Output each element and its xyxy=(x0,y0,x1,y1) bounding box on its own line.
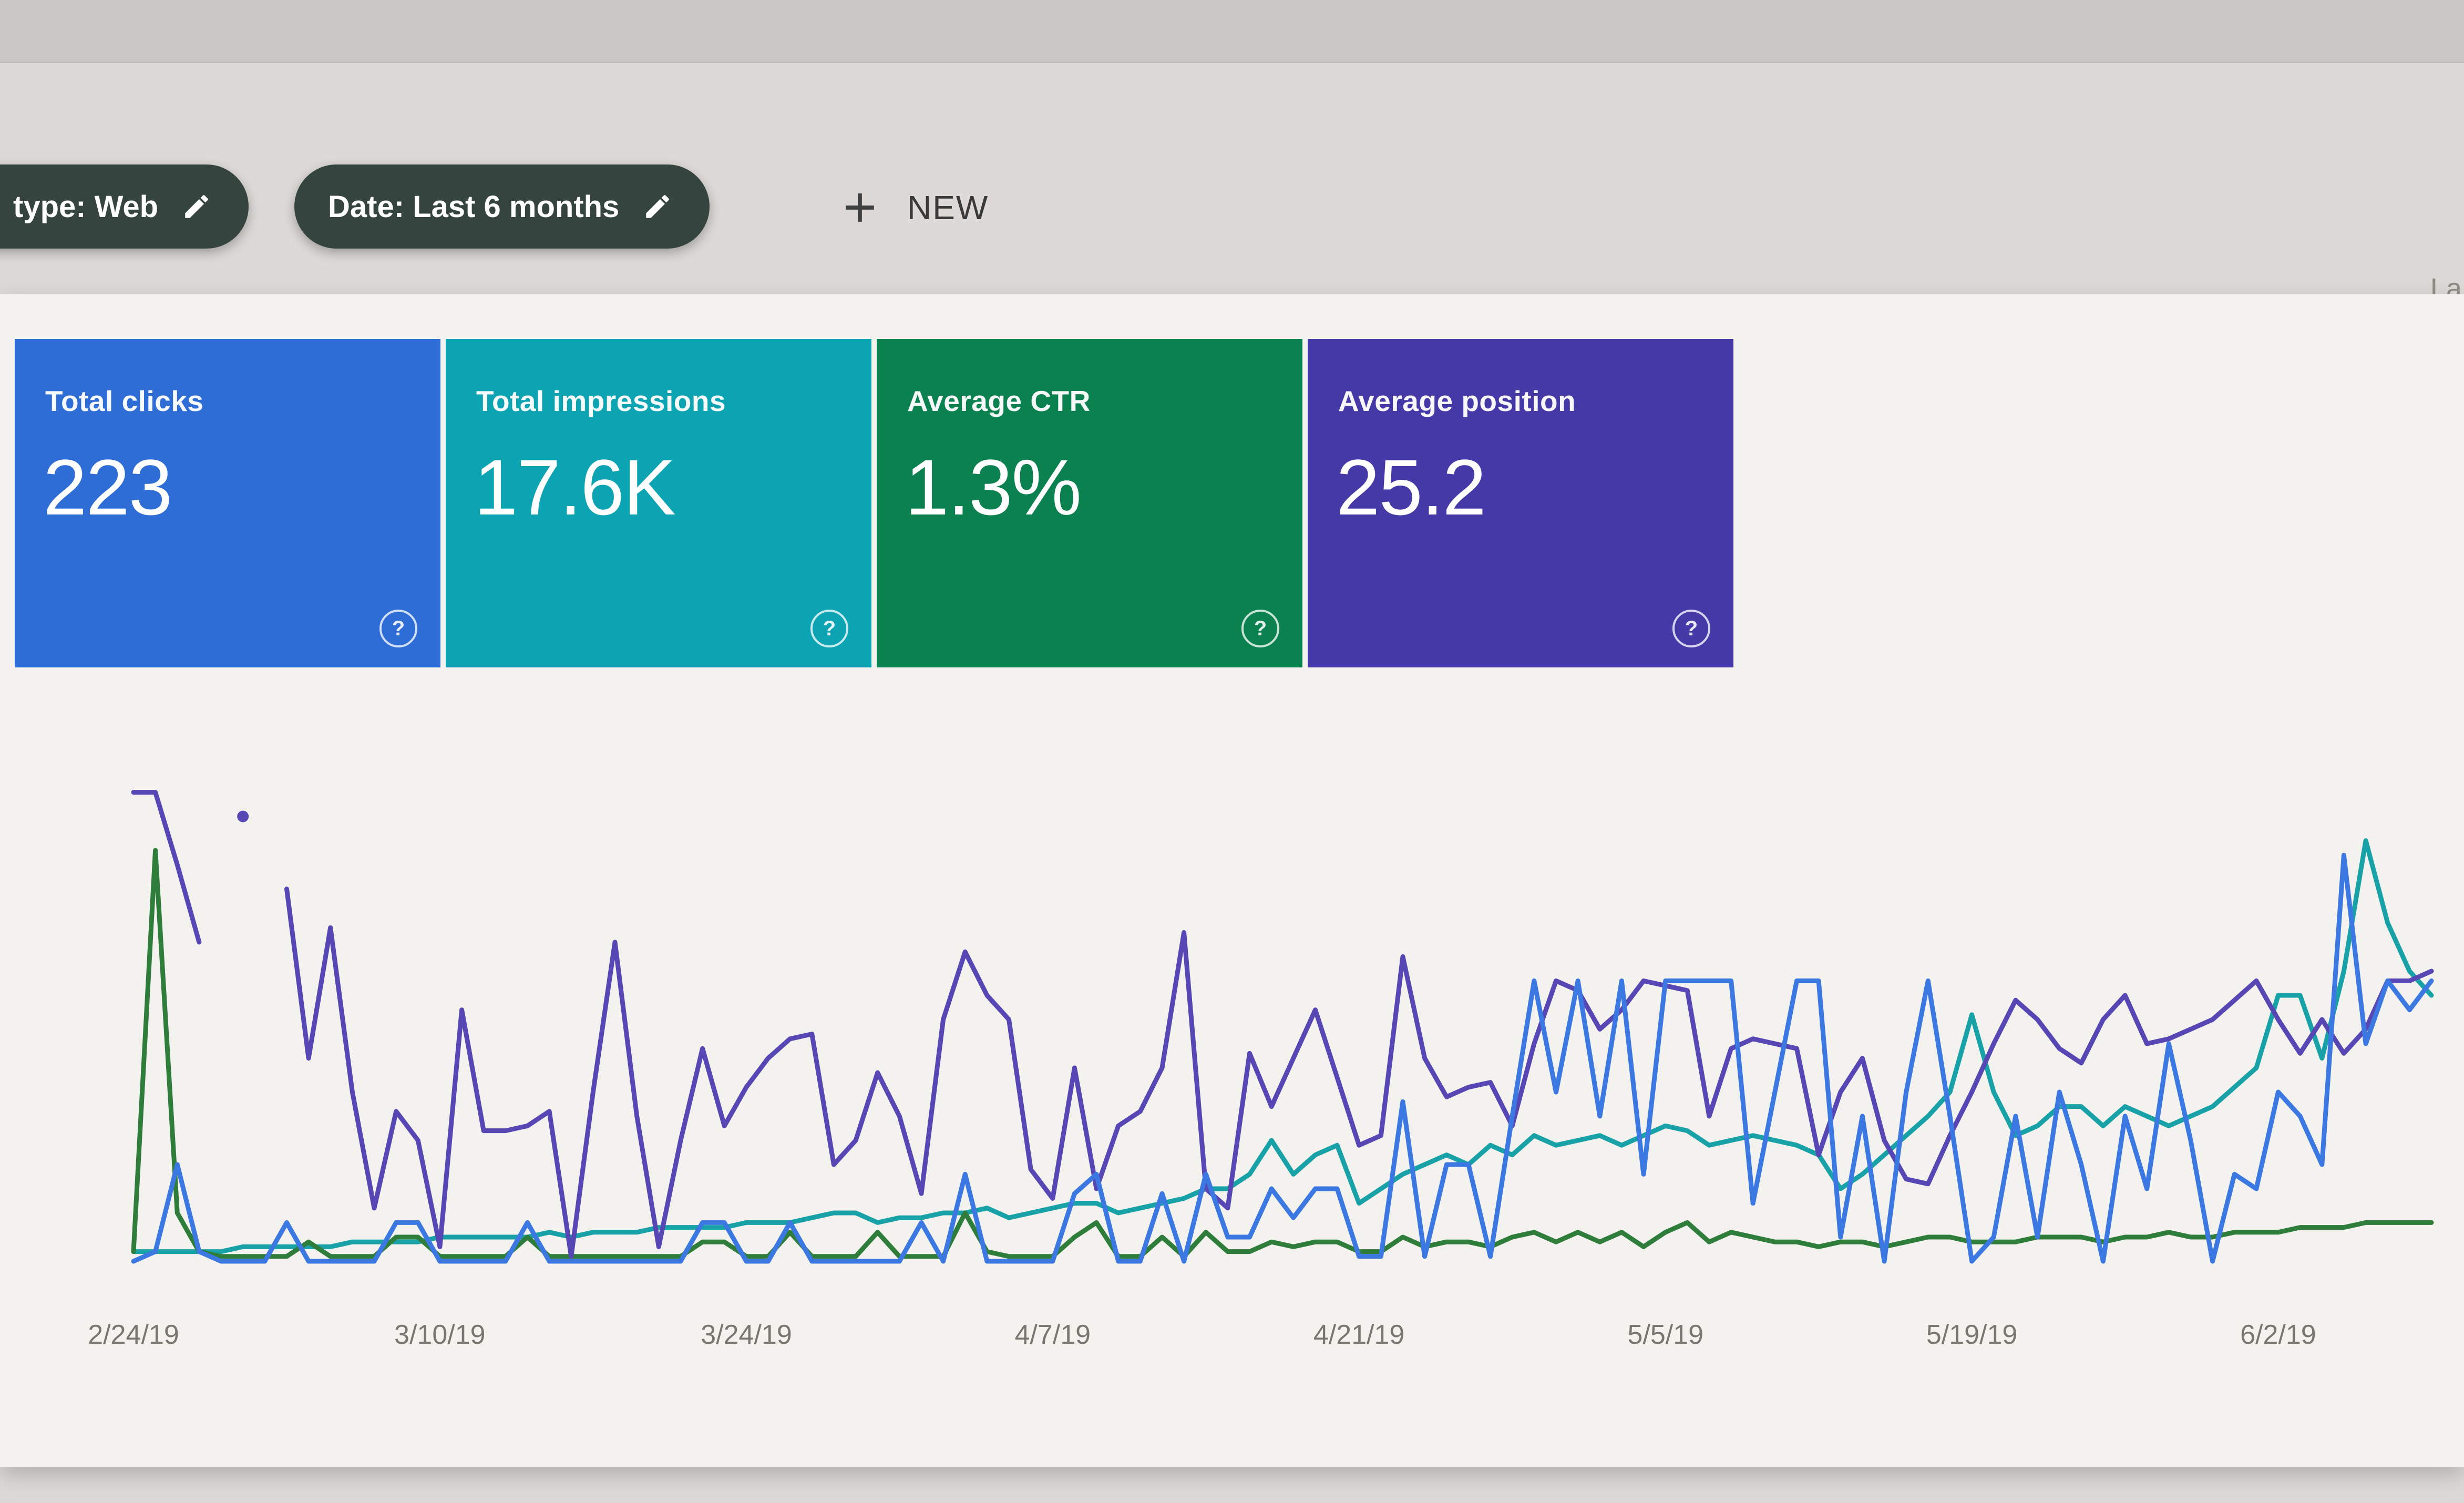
x-tick-label: 5/19/19 xyxy=(1926,1320,2018,1350)
card-value: 25.2 xyxy=(1336,443,1486,531)
x-tick-label: 4/7/19 xyxy=(1014,1320,1091,1350)
top-band xyxy=(0,0,2464,63)
card-total-clicks[interactable]: Total clicks 223 ? xyxy=(15,339,440,667)
series-point-position xyxy=(237,810,249,822)
card-average-ctr[interactable]: Average CTR 1.3% ? xyxy=(877,339,1302,667)
x-tick-label: 6/2/19 xyxy=(2240,1320,2316,1350)
card-value: 223 xyxy=(43,443,172,531)
x-tick-label: 3/10/19 xyxy=(394,1320,486,1350)
card-value: 1.3% xyxy=(905,443,1082,531)
filter-chip-date-label: Date: Last 6 months xyxy=(328,189,620,224)
help-icon[interactable]: ? xyxy=(1241,610,1279,647)
help-icon[interactable]: ? xyxy=(810,610,848,647)
card-label: Total impressions xyxy=(476,385,726,417)
performance-chart[interactable] xyxy=(126,762,2439,1277)
filter-chip-search-type-label: type: Web xyxy=(13,189,159,224)
x-tick-label: 2/24/19 xyxy=(88,1320,179,1350)
card-label: Average CTR xyxy=(907,385,1091,417)
filter-chip-search-type[interactable]: type: Web xyxy=(0,164,249,249)
edit-pencil-icon[interactable] xyxy=(178,188,215,225)
filter-chip-date[interactable]: Date: Last 6 months xyxy=(294,164,710,249)
series-line-ctr xyxy=(131,848,2434,1259)
metric-cards-row: Total clicks 223 ? Total impressions 17.… xyxy=(15,339,1733,667)
x-tick-label: 5/5/19 xyxy=(1627,1320,1704,1350)
card-label: Average position xyxy=(1338,385,1576,417)
series-line-position xyxy=(284,887,2434,1259)
filter-toolbar: type: Web Date: Last 6 months NEW La xyxy=(0,62,2464,304)
chart-area xyxy=(126,762,2439,1282)
help-icon[interactable]: ? xyxy=(379,610,417,647)
x-tick-label: 4/21/19 xyxy=(1313,1320,1405,1350)
card-value: 17.6K xyxy=(474,443,676,531)
new-filter-button[interactable]: NEW xyxy=(836,173,989,242)
card-label: Total clicks xyxy=(45,385,204,417)
x-axis-labels: 2/24/19 3/10/19 3/24/19 4/7/19 4/21/19 5/5/19… xyxy=(88,1319,2439,1361)
series-line-impressions xyxy=(131,838,2434,1254)
help-icon[interactable]: ? xyxy=(1672,610,1710,647)
series-line-position xyxy=(131,790,202,945)
edit-pencil-icon[interactable] xyxy=(639,188,676,225)
series-line-clicks xyxy=(131,852,2434,1264)
card-total-impressions[interactable]: Total impressions 17.6K ? xyxy=(446,339,871,667)
card-average-position[interactable]: Average position 25.2 ? xyxy=(1308,339,1733,667)
x-tick-label: 3/24/19 xyxy=(701,1320,792,1350)
plus-icon xyxy=(846,193,874,222)
new-filter-button-label: NEW xyxy=(907,189,989,227)
performance-panel: Total clicks 223 ? Total impressions 17.… xyxy=(0,294,2464,1467)
